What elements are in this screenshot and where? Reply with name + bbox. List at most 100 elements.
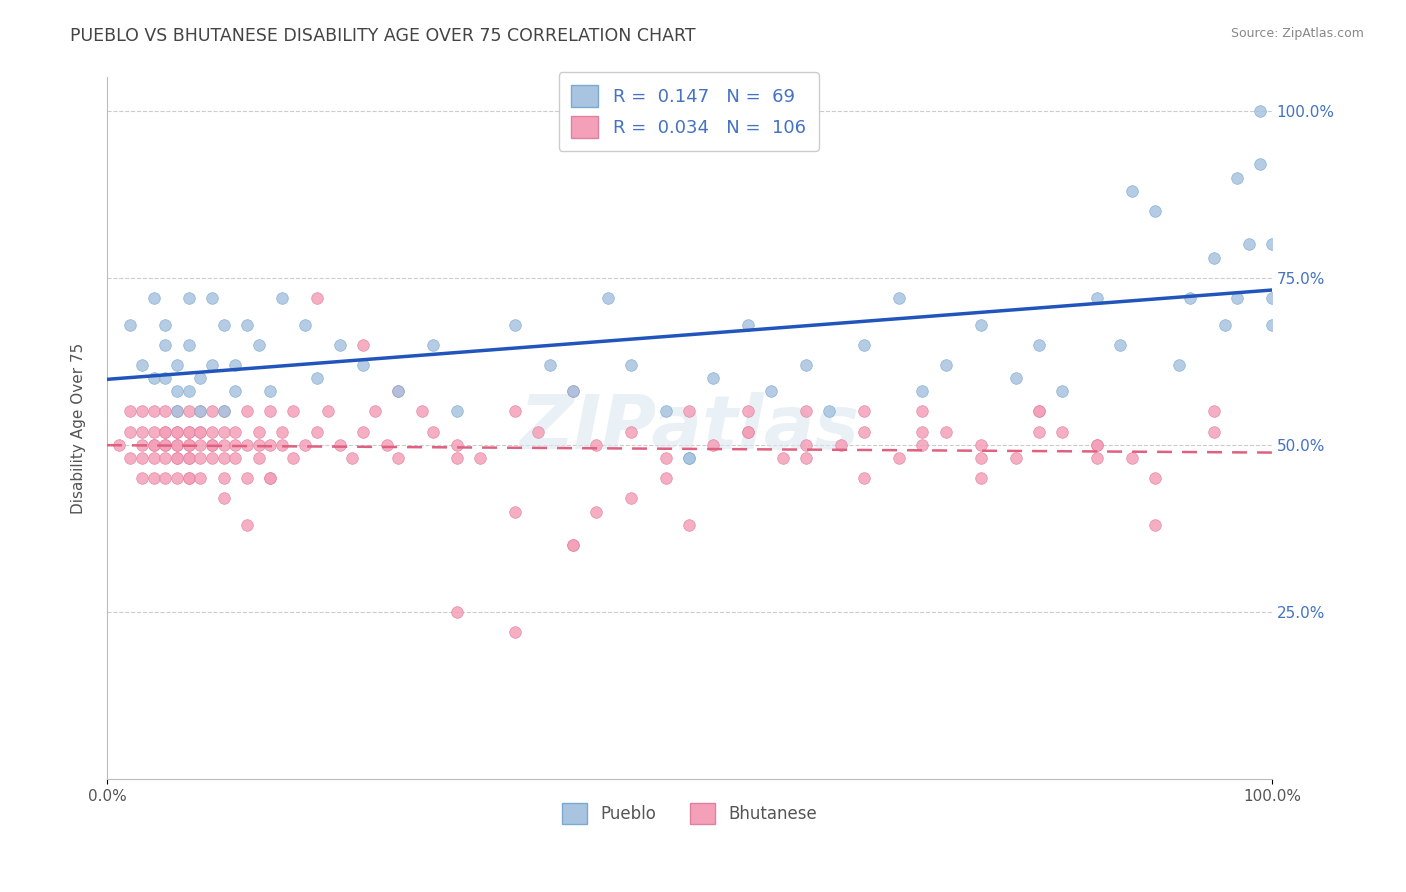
Point (1050, 384, 1073, 399)
Point (375, 438, 398, 452)
Point (212, 471, 235, 485)
Point (177, 471, 200, 485)
Point (911, 425, 934, 439)
Point (970, 471, 993, 485)
Point (188, 371, 211, 385)
Point (177, 438, 200, 452)
Point (259, 471, 281, 485)
Point (1144, 204, 1167, 219)
Point (678, 451, 700, 466)
Point (1028, 404, 1050, 418)
Point (131, 471, 153, 485)
Point (270, 291, 292, 305)
Point (177, 384, 200, 399)
Point (1226, 170, 1249, 185)
Point (259, 471, 281, 485)
Point (177, 471, 200, 485)
Point (294, 318, 316, 332)
Point (294, 438, 316, 452)
Point (1180, 291, 1202, 305)
Point (678, 518, 700, 533)
Point (283, 451, 305, 466)
Point (1085, 438, 1108, 452)
Point (177, 425, 200, 439)
Point (305, 425, 328, 439)
Point (562, 538, 585, 552)
Point (620, 491, 643, 506)
Point (166, 425, 188, 439)
Point (188, 425, 211, 439)
Point (201, 358, 224, 372)
Point (446, 605, 468, 619)
Point (120, 404, 142, 418)
Point (596, 291, 619, 305)
Point (188, 451, 211, 466)
Point (1085, 291, 1108, 305)
Point (166, 425, 188, 439)
Point (270, 425, 292, 439)
Point (620, 358, 643, 372)
Point (853, 337, 876, 351)
Point (446, 404, 468, 418)
Point (772, 451, 794, 466)
Point (562, 538, 585, 552)
Point (620, 425, 643, 439)
Point (1109, 337, 1132, 351)
Point (1249, 157, 1271, 171)
Point (1261, 291, 1284, 305)
Point (1261, 318, 1284, 332)
Point (188, 471, 211, 485)
Point (911, 438, 934, 452)
Point (247, 438, 270, 452)
Point (259, 384, 281, 399)
Point (1167, 358, 1189, 372)
Point (212, 491, 235, 506)
Point (177, 438, 200, 452)
Point (212, 404, 235, 418)
Point (1213, 318, 1236, 332)
Point (283, 404, 305, 418)
Point (1028, 425, 1050, 439)
Point (155, 451, 177, 466)
Point (1202, 425, 1225, 439)
Point (1202, 251, 1225, 265)
Point (1004, 451, 1026, 466)
Point (155, 337, 177, 351)
Point (166, 384, 188, 399)
Text: ZIPatlas: ZIPatlas (519, 392, 859, 465)
Point (794, 451, 817, 466)
Point (853, 425, 876, 439)
Point (166, 438, 188, 452)
Point (562, 384, 585, 399)
Point (655, 471, 678, 485)
Point (1144, 471, 1167, 485)
Point (1028, 404, 1050, 418)
Text: Source: ZipAtlas.com: Source: ZipAtlas.com (1230, 27, 1364, 40)
Point (236, 471, 259, 485)
Point (247, 451, 270, 466)
Point (329, 438, 352, 452)
Point (1144, 518, 1167, 533)
Point (305, 291, 328, 305)
Point (107, 438, 129, 452)
Point (224, 358, 246, 372)
Point (387, 451, 409, 466)
Point (224, 425, 246, 439)
Point (201, 291, 224, 305)
Point (538, 358, 561, 372)
Point (131, 404, 153, 418)
Point (340, 451, 363, 466)
Point (188, 425, 211, 439)
Point (166, 358, 188, 372)
Point (1050, 425, 1073, 439)
Point (585, 505, 607, 519)
Point (422, 337, 444, 351)
Point (247, 425, 270, 439)
Point (446, 438, 468, 452)
Point (155, 425, 177, 439)
Point (737, 425, 759, 439)
Y-axis label: Disability Age Over 75: Disability Age Over 75 (72, 343, 86, 514)
Point (166, 451, 188, 466)
Point (212, 438, 235, 452)
Point (970, 318, 993, 332)
